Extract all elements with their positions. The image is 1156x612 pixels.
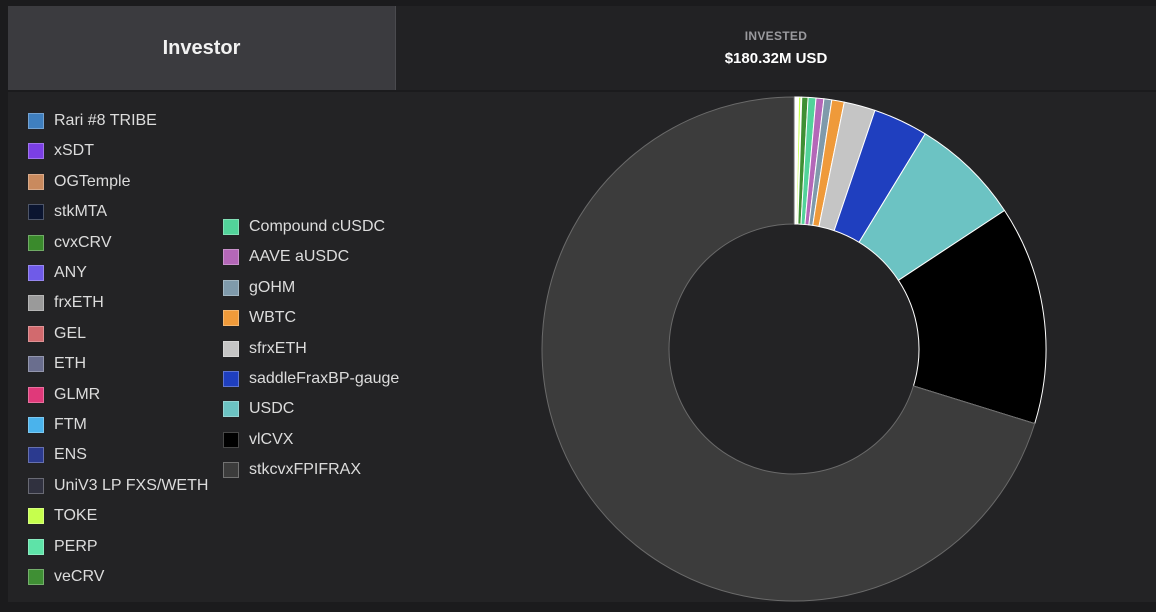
legend-item[interactable]: ETH — [28, 355, 86, 373]
legend-item[interactable]: stkMTA — [28, 203, 107, 221]
legend-label: PERP — [54, 537, 98, 555]
legend-swatch — [223, 249, 239, 266]
legend-label: GEL — [54, 324, 87, 342]
legend-label: Rari #8 TRIBE — [54, 112, 157, 129]
legend-label: cvxCRV — [54, 233, 112, 251]
tab-investor[interactable]: Investor — [8, 6, 396, 90]
legend-label: TOKE — [54, 507, 98, 525]
legend-item[interactable]: gOHM — [223, 279, 295, 297]
pie-slice[interactable] — [897, 209, 1047, 425]
legend-label: USDC — [249, 400, 295, 418]
legend-swatch — [28, 386, 44, 403]
legend-swatch — [28, 234, 44, 251]
legend-label: ANY — [54, 264, 87, 281]
legend-swatch — [28, 204, 44, 221]
legend-label: Compound cUSDC — [249, 218, 386, 235]
legend-item[interactable]: saddleFraxBP-gauge — [223, 370, 399, 388]
legend-swatch — [223, 310, 239, 327]
legend-label: GLMR — [54, 385, 101, 403]
legend-label: gOHM — [249, 278, 296, 296]
legend-label: UniV3 LP FXS/WETH — [54, 476, 209, 494]
legend-swatch — [223, 462, 239, 479]
legend-swatch — [28, 508, 44, 525]
legend-item[interactable]: sfrxETH — [223, 340, 307, 358]
legend-item[interactable]: veCRV — [28, 568, 104, 586]
legend-item[interactable]: OGTemple — [28, 173, 130, 191]
legend-swatch — [28, 477, 44, 494]
legend-column-1: Rari #8 TRIBE xSDT OGTemple stkMTA cvxCRV ANY… — [28, 92, 228, 602]
legend-item[interactable]: cvxCRV — [28, 234, 112, 252]
legend-item[interactable]: frxETH — [28, 294, 104, 312]
legend-label: WBTC — [249, 309, 297, 327]
legend-label: FTM — [54, 416, 87, 433]
legend-label: stkMTA — [54, 203, 108, 221]
legend-label: ETH — [54, 355, 86, 373]
legend-swatch — [223, 340, 239, 357]
legend-item[interactable]: ENS — [28, 446, 87, 464]
legend-column-2: Compound cUSDC AAVE aUSDC gOHM WBTC sfrxETH s… — [223, 92, 443, 602]
legend-swatch — [28, 143, 44, 160]
legend-label: xSDT — [54, 142, 94, 160]
legend-item[interactable]: Rari #8 TRIBE — [28, 112, 157, 130]
legend-item[interactable]: TOKE — [28, 507, 97, 525]
legend-item[interactable]: UniV3 LP FXS/WETH — [28, 477, 208, 495]
invested-label: INVESTED — [744, 29, 808, 43]
legend-swatch — [28, 538, 44, 555]
header-bar: Investor INVESTED $180.32M USD — [8, 6, 1156, 90]
legend-swatch — [223, 431, 239, 448]
legend-swatch — [28, 265, 44, 281]
legend-item[interactable]: GEL — [28, 325, 86, 343]
legend-label: stkcvxFPIFRAX — [249, 461, 362, 479]
legend-swatch — [28, 325, 44, 342]
legend-item[interactable]: GLMR — [28, 386, 100, 404]
legend-swatch — [223, 401, 239, 418]
legend-item[interactable]: USDC — [223, 400, 294, 418]
legend-item[interactable]: WBTC — [223, 309, 296, 327]
legend-label: vlCVX — [249, 430, 294, 448]
legend-swatch — [28, 113, 44, 129]
invested-value: $180.32M USD — [724, 50, 828, 67]
legend-swatch — [28, 356, 44, 373]
legend-item[interactable]: vlCVX — [223, 431, 293, 449]
legend-item[interactable]: ANY — [28, 264, 87, 282]
legend-item[interactable]: AAVE aUSDC — [223, 248, 349, 266]
legend-label: frxETH — [54, 294, 104, 312]
invested-summary: INVESTED $180.32M USD — [396, 6, 1156, 90]
legend-swatch — [223, 219, 239, 235]
legend-label: saddleFraxBP-gauge — [249, 370, 400, 387]
legend-swatch — [28, 569, 44, 585]
legend-label: AAVE aUSDC — [249, 248, 350, 266]
legend-label: ENS — [54, 446, 87, 464]
legend-item[interactable]: stkcvxFPIFRAX — [223, 461, 361, 479]
donut-chart — [541, 96, 1047, 602]
legend-label: sfrxETH — [249, 339, 307, 357]
legend-swatch — [28, 173, 44, 190]
legend-item[interactable]: FTM — [28, 416, 87, 434]
legend-label: veCRV — [54, 568, 105, 585]
legend-swatch — [223, 279, 239, 296]
legend-item[interactable]: xSDT — [28, 142, 94, 160]
pie-slice[interactable] — [541, 96, 1036, 602]
legend-swatch — [28, 295, 44, 312]
chart-panel: Rari #8 TRIBE xSDT OGTemple stkMTA cvxCRV ANY… — [8, 92, 1156, 602]
legend-label: OGTemple — [54, 172, 131, 190]
legend-item[interactable]: PERP — [28, 538, 98, 556]
legend-swatch — [28, 447, 44, 464]
legend-item[interactable]: Compound cUSDC — [223, 218, 385, 236]
legend-swatch — [28, 417, 44, 433]
legend-swatch — [223, 371, 239, 387]
